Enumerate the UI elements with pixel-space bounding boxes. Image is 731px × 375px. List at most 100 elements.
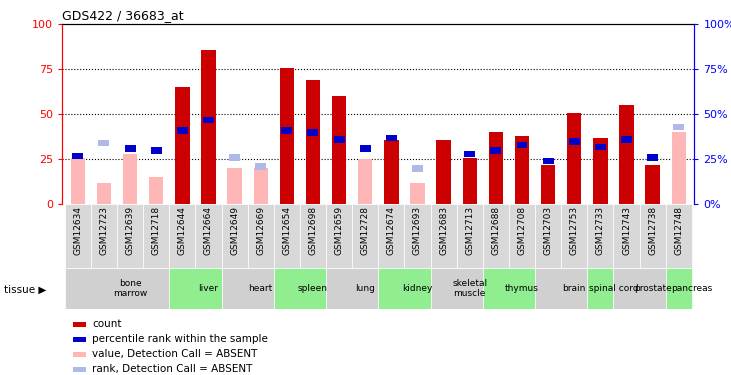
Text: GSM12693: GSM12693 [413,206,422,255]
Bar [541,165,556,204]
Bar [254,168,268,204]
Text: GSM12659: GSM12659 [335,206,344,255]
Text: pancreas: pancreas [671,284,713,293]
Bar [587,204,613,268]
Text: GSM12698: GSM12698 [308,206,317,255]
Bar [463,158,477,204]
Text: GSM12649: GSM12649 [230,206,239,255]
Text: GSM12674: GSM12674 [387,206,396,255]
Text: GSM12688: GSM12688 [491,206,501,255]
Text: GSM12664: GSM12664 [204,206,213,255]
Bar [332,96,346,204]
Bar [352,204,379,268]
Bar [170,268,221,309]
Bar [386,135,397,141]
Text: rank, Detection Call = ABSENT: rank, Detection Call = ABSENT [92,364,252,374]
Text: GSM12639: GSM12639 [126,206,135,255]
Bar [300,204,326,268]
Bar [308,129,319,135]
Bar [436,140,451,204]
Bar [170,204,195,268]
Text: prostate: prostate [634,284,672,293]
Bar [410,183,425,204]
Text: tissue ▶: tissue ▶ [4,285,46,295]
Bar [149,177,164,204]
Bar [123,154,137,204]
Text: GSM12708: GSM12708 [518,206,526,255]
Text: heart: heart [249,284,273,293]
Bar [482,204,509,268]
Bar [385,140,398,204]
Bar [151,147,162,153]
Bar [248,204,274,268]
Text: GSM12753: GSM12753 [569,206,579,255]
Bar [195,204,221,268]
Bar [457,204,482,268]
Bar [91,204,117,268]
Bar [175,87,189,204]
Text: brain: brain [563,284,586,293]
Bar [640,204,666,268]
Bar [645,165,660,204]
Bar [71,158,85,204]
Bar [201,50,216,204]
Bar [482,268,535,309]
Text: GSM12723: GSM12723 [99,206,108,255]
Text: spleen: spleen [298,284,328,293]
Bar [274,268,326,309]
Text: count: count [92,320,121,329]
Bar [561,204,587,268]
Bar [595,144,606,150]
Bar [65,268,170,309]
Bar [280,68,294,204]
Bar [378,204,404,268]
Bar [221,268,274,309]
Text: GSM12654: GSM12654 [282,206,292,255]
Bar [587,268,613,309]
Text: GSM12738: GSM12738 [648,206,657,255]
Bar [535,204,561,268]
Bar [333,136,344,143]
Bar [274,204,300,268]
Bar [542,158,553,164]
Bar [672,132,686,204]
Bar [613,204,640,268]
Bar [281,128,292,134]
Text: spinal cord: spinal cord [588,284,638,293]
Bar [72,153,83,159]
Bar [464,151,475,157]
Bar [143,204,170,268]
Bar [378,268,431,309]
Bar [326,268,378,309]
Text: GSM12733: GSM12733 [596,206,605,255]
Bar [613,268,666,309]
Text: GSM12743: GSM12743 [622,206,631,255]
Bar [96,183,111,204]
Text: GSM12713: GSM12713 [465,206,474,255]
Text: GSM12703: GSM12703 [544,206,553,255]
Text: bone
marrow: bone marrow [113,279,147,298]
Bar [491,147,501,153]
Text: GSM12683: GSM12683 [439,206,448,255]
Text: GSM12718: GSM12718 [152,206,161,255]
Bar [117,204,143,268]
Bar [673,124,684,130]
Bar [535,268,587,309]
Text: GSM12644: GSM12644 [178,206,187,255]
Bar [666,268,692,309]
Bar [666,204,692,268]
Text: kidney: kidney [402,284,433,293]
Bar [593,138,607,204]
Text: GSM12669: GSM12669 [256,206,265,255]
Bar [412,165,423,171]
Text: percentile rank within the sample: percentile rank within the sample [92,334,268,344]
Bar [177,128,188,134]
Bar [489,132,503,204]
Bar [517,142,528,148]
Text: thymus: thymus [505,284,539,293]
Text: lung: lung [355,284,375,293]
Bar [619,105,634,204]
Bar [569,138,580,144]
Bar [404,204,431,268]
Bar [326,204,352,268]
